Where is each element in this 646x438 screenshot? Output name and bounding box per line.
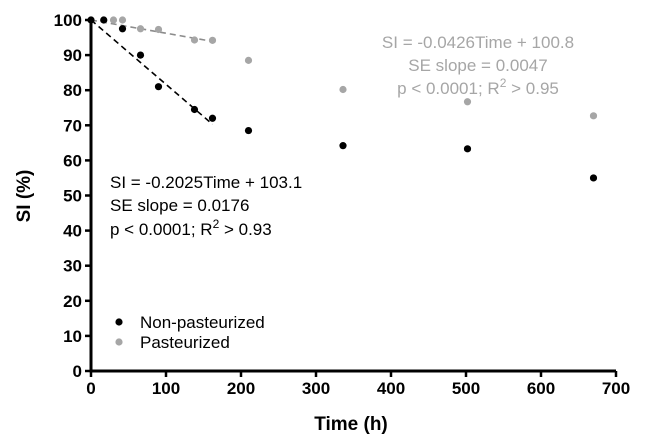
axes: 0 100 200 300 400 500 600 700 0 10 20 30 40 50 60 70 80 9… <box>54 11 631 398</box>
y-tick-label: 50 <box>63 187 82 206</box>
legend-label-pasteurized: Pasteurized <box>140 333 230 352</box>
data-point-pasteurized <box>154 25 163 34</box>
y-tick-label: 100 <box>54 11 82 30</box>
x-tick-label: 300 <box>302 379 330 398</box>
pasteurized-se-slope: SE slope = 0.0047 <box>408 56 547 75</box>
data-point-nonpasteurized <box>208 114 217 122</box>
legend-label-nonpasteurized: Non-pasteurized <box>140 313 265 332</box>
data-point-nonpasteurized <box>154 83 163 91</box>
data-point-pasteurized <box>339 85 347 94</box>
nonpasteurized-stats-r2: > 0.93 <box>219 220 271 239</box>
data-point-nonpasteurized <box>100 16 108 24</box>
legend-marker-nonpasteurized <box>115 318 123 326</box>
pasteurized-stats-p: p < 0.0001; R <box>397 79 500 98</box>
x-tick-label: 400 <box>377 379 405 398</box>
x-tick-label: 700 <box>602 379 630 398</box>
data-point-pasteurized <box>589 112 598 120</box>
y-tick-label: 30 <box>63 257 82 276</box>
y-tick-label: 10 <box>63 327 82 346</box>
data-point-nonpasteurized <box>589 174 598 182</box>
y-tick-label: 80 <box>63 81 82 100</box>
data-point-pasteurized <box>136 25 145 33</box>
data-point-pasteurized <box>118 16 127 24</box>
y-tick-label: 60 <box>63 151 82 170</box>
nonpasteurized-stats: p < 0.0001; R2 > 0.93 <box>110 217 272 239</box>
y-tick-label: 20 <box>63 292 82 311</box>
data-point-nonpasteurized <box>463 145 472 153</box>
nonpasteurized-equation: SI = -0.2025Time + 103.1 <box>110 173 302 192</box>
pasteurized-equation-annotation: SI = -0.0426Time + 100.8 SE slope = 0.00… <box>382 33 574 98</box>
x-axis-title: Time (h) <box>314 414 388 435</box>
x-tick-label: 100 <box>152 379 180 398</box>
pasteurized-stats-sup: 2 <box>500 76 507 90</box>
pasteurized-stats-r2: > 0.95 <box>506 79 558 98</box>
pasteurized-equation: SI = -0.0426Time + 100.8 <box>382 33 574 52</box>
nonpasteurized-equation-annotation: SI = -0.2025Time + 103.1 SE slope = 0.01… <box>110 173 302 239</box>
nonpasteurized-stats-sup: 2 <box>213 217 220 231</box>
nonpasteurized-se-slope: SE slope = 0.0176 <box>110 196 249 215</box>
data-point-pasteurized <box>190 36 199 44</box>
data-point-nonpasteurized <box>190 105 199 114</box>
pasteurized-stats: p < 0.0001; R2 > 0.95 <box>397 76 559 98</box>
data-point-nonpasteurized <box>244 126 253 135</box>
y-axis-title: SI (%) <box>14 170 35 223</box>
data-point-pasteurized <box>109 16 118 24</box>
y-tick-label: 90 <box>63 46 82 65</box>
data-point-nonpasteurized <box>136 51 145 59</box>
y-tick-label: 0 <box>73 362 82 381</box>
y-tick-label: 40 <box>63 222 82 241</box>
data-point-pasteurized <box>244 56 253 64</box>
data-points <box>87 16 598 182</box>
x-tick-label: 600 <box>527 379 555 398</box>
x-tick-label: 0 <box>86 379 95 398</box>
x-tick-label: 200 <box>227 379 255 398</box>
x-tick-label: 500 <box>452 379 480 398</box>
data-point-pasteurized <box>208 36 217 44</box>
legend: Non-pasteurized Pasteurized <box>115 313 265 352</box>
y-tick-label: 70 <box>63 116 82 135</box>
legend-marker-pasteurized <box>115 338 123 346</box>
nonpasteurized-stats-p: p < 0.0001; R <box>110 220 213 239</box>
data-point-nonpasteurized <box>118 25 127 33</box>
data-point-pasteurized <box>463 98 472 106</box>
data-point-nonpasteurized <box>339 142 347 150</box>
